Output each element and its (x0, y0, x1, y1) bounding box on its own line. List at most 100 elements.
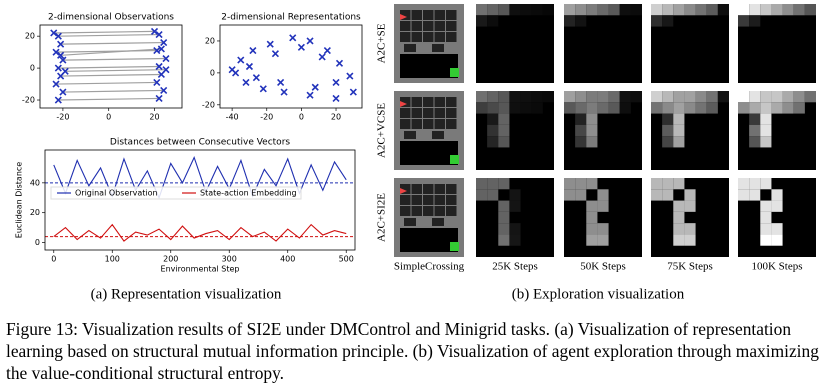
heatmap-cell (684, 91, 696, 103)
link-line (62, 57, 166, 61)
heatmap-cell (760, 178, 772, 190)
plot-frame (39, 24, 183, 109)
heatmap-cell (662, 15, 674, 27)
heatmap-cell (498, 200, 510, 212)
heatmap-cell (586, 113, 598, 125)
env-agent (400, 188, 407, 194)
heatmap-cell (749, 102, 761, 114)
env-gap (404, 44, 416, 52)
heatmap-cell (498, 178, 510, 190)
link-line (58, 33, 160, 37)
heatmap-cell (575, 15, 587, 27)
heatmap-cell (760, 200, 772, 212)
env-cell (446, 184, 457, 194)
heatmap-cell (586, 102, 598, 114)
heatmap-cell (498, 124, 510, 137)
env-cell (411, 32, 422, 42)
heatmap-cell (717, 4, 729, 16)
env-floor (400, 228, 458, 252)
heatmap-cell (706, 4, 718, 16)
scatter-point (349, 88, 357, 96)
heatmap-cell (651, 4, 663, 16)
chart-title: 2-dimensional Representations (221, 13, 361, 23)
heatmap-cell (586, 200, 598, 212)
heatmap-cell (706, 102, 718, 114)
heatmap-cell (498, 223, 510, 235)
heatmap-cell (487, 15, 499, 27)
env-cell (400, 119, 411, 129)
env-cell (446, 32, 457, 42)
heatmap-cell (760, 113, 772, 125)
env-gap (404, 218, 416, 226)
heatmap-cell (487, 102, 499, 114)
scatter-point (228, 66, 236, 74)
heatmap-cell (793, 102, 805, 114)
env-floor (400, 54, 458, 78)
heatmap-cell (673, 223, 685, 235)
env-cell (400, 108, 411, 118)
env-cell (400, 21, 411, 31)
env-cell (446, 195, 457, 205)
heatmap-cell (673, 211, 685, 224)
heatmap (476, 4, 554, 83)
link-line (58, 97, 160, 101)
plot-frame (219, 24, 363, 109)
heatmap-cell (760, 234, 772, 246)
scatter-point (249, 46, 257, 55)
heatmap-cell (771, 102, 783, 114)
heatmap-cell (597, 200, 609, 212)
env-cell (423, 206, 434, 216)
scatter-point (54, 96, 62, 104)
heatmap-cell (509, 102, 521, 114)
heatmap-cell (564, 91, 576, 103)
column-label: 100K Steps (751, 261, 802, 273)
heatmap-cell (684, 234, 696, 246)
env-cell (446, 97, 457, 107)
heatmap-cell (630, 91, 642, 103)
row-label: A2C+SI2E (376, 193, 388, 242)
heatmap-cell (760, 124, 772, 137)
link-line (60, 73, 162, 77)
scatter-point (162, 66, 170, 74)
heatmap-cell (608, 102, 620, 114)
heatmap-cell (586, 91, 598, 103)
heatmap-cell (684, 223, 696, 235)
env-cell (423, 21, 434, 31)
x-tick-label: -40 (226, 113, 239, 122)
column-label: 50K Steps (580, 261, 626, 273)
heatmap-cell (487, 178, 499, 190)
heatmap-cell (684, 4, 696, 16)
scatter-point (155, 62, 163, 71)
scatter-point (52, 80, 60, 88)
heatmap-cell (509, 200, 521, 212)
heatmap-cell (760, 211, 772, 224)
scatter-point (54, 32, 62, 40)
heatmap-cell (651, 102, 663, 114)
scatter-point (280, 88, 288, 96)
scatter-point (252, 74, 260, 82)
scatter-point (306, 91, 314, 99)
scatter-point (318, 53, 326, 61)
heatmap (738, 4, 816, 83)
legend-label: State-action Embedding (200, 189, 297, 198)
heatmap-cell (673, 91, 685, 103)
env-cell (400, 206, 411, 216)
env-cell (423, 108, 434, 118)
env-cell (434, 108, 445, 118)
env-cell (423, 97, 434, 107)
heatmap-cell (662, 102, 674, 114)
heatmap-cell (662, 189, 674, 201)
link-line (56, 81, 157, 85)
env-cell (446, 10, 457, 20)
heatmap-cell (662, 113, 674, 125)
heatmap-cell (749, 113, 761, 125)
heatmap-cell (782, 4, 794, 16)
heatmap-cell (662, 91, 674, 103)
heatmap-cell (575, 189, 587, 201)
heatmap-cell (520, 91, 532, 103)
heatmap (651, 178, 729, 257)
scatter-point (242, 78, 250, 87)
heatmap-cell (498, 102, 510, 114)
scatter-point (277, 78, 285, 87)
